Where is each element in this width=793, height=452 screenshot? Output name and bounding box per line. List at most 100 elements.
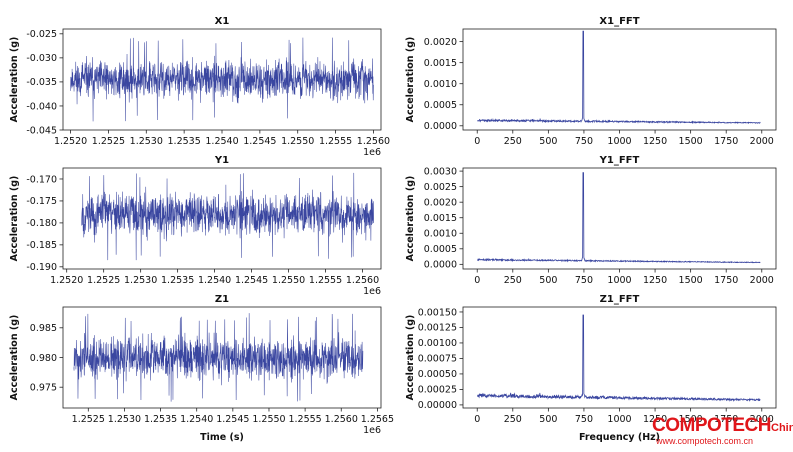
x-tick-label: 1.2545: [216, 414, 249, 425]
y-tick-label: 0.00100: [418, 338, 457, 349]
subplot-x1: 1.2520 1.2525 1.2530 1.2535 1.2540 1.2545 1.25…: [9, 16, 390, 158]
y-tick-label: 0.00050: [418, 369, 457, 380]
y-tick-label: -0.025: [26, 29, 57, 40]
x-tick-label: 2000: [750, 136, 774, 147]
chart-title: Y1_FFT: [599, 155, 640, 166]
chart-title: Y1: [214, 155, 229, 166]
x-tick-label: 1.2520: [50, 275, 83, 286]
subplot-y1-fft: 0 250 500 750 1000 1250 1500 1750 2000 0.0000 0.00…: [405, 155, 777, 286]
plot-frame: [462, 28, 777, 131]
subplot-y1: 1.2520 1.2525 1.2530 1.2535 1.2540 1.2545 1.25…: [9, 155, 382, 297]
x-tick-label: 1000: [607, 136, 631, 147]
y-tick-label: -0.030: [26, 53, 57, 64]
y-tick-label: 0.0010: [424, 229, 457, 240]
y-tick-label: 0.00000: [418, 400, 457, 411]
series-line: [476, 314, 761, 402]
x-tick-label: 1.2565: [361, 414, 394, 425]
x-tick-label: 250: [504, 136, 522, 147]
series-line: [477, 172, 761, 264]
axis-offset-text: 1e6: [363, 425, 381, 436]
plot-frame: [462, 306, 777, 409]
series-line: [81, 172, 374, 261]
plot-frame: [62, 167, 382, 270]
x-tick-label: 2000: [750, 414, 774, 425]
y-tick-label: 0.00025: [418, 385, 457, 396]
x-axis-label: Frequency (Hz): [579, 432, 660, 443]
y-tick-label: 0.0020: [424, 197, 457, 208]
x-tick-label: 1.2550: [272, 275, 305, 286]
y-tick-label: 0.0020: [424, 37, 457, 48]
x-tick-label: 0: [474, 275, 480, 286]
y-axis-label: Acceleration (g): [9, 315, 20, 401]
x-tick-label: 1.2545: [235, 275, 268, 286]
x-tick-label: 0: [474, 136, 480, 147]
series-line: [477, 30, 761, 125]
x-tick-label: 1750: [714, 136, 738, 147]
y-tick-label: 0.0000: [424, 121, 457, 132]
watermark-logo: COMPOTECHChina: [652, 415, 793, 436]
x-tick-label: 750: [575, 275, 593, 286]
x-tick-label: 1.2555: [309, 275, 342, 286]
x-tick-label: 1.2530: [130, 136, 163, 147]
x-tick-label: 1.2535: [161, 275, 194, 286]
y-axis-label: Acceleration (g): [405, 315, 416, 401]
y-tick-label: 0.975: [30, 383, 57, 394]
x-tick-label: 1.2540: [198, 275, 231, 286]
chart-title: X1: [215, 16, 230, 27]
x-tick-label: 1.2555: [319, 136, 352, 147]
y-tick-label: 0.0015: [424, 213, 457, 224]
subplot-z1: 1.2525 1.2530 1.2535 1.2540 1.2545 1.2550 1.25…: [9, 294, 394, 443]
y-tick-label: -0.180: [26, 218, 57, 229]
x-tick-label: 1.2550: [281, 136, 314, 147]
y-tick-label: 0.0010: [424, 79, 457, 90]
x-tick-label: 1.2525: [92, 136, 125, 147]
x-tick-label: 1250: [643, 414, 667, 425]
x-tick-label: 1500: [679, 275, 703, 286]
x-tick-label: 1.2525: [72, 414, 105, 425]
y-tick-label: -0.035: [26, 77, 57, 88]
x-tick-label: 1.2535: [168, 136, 201, 147]
y-tick-label: -0.185: [26, 240, 57, 251]
x-tick-label: 1500: [679, 414, 703, 425]
x-tick-label: 2000: [750, 275, 774, 286]
chart-title: Z1_FFT: [600, 294, 640, 305]
x-tick-label: 1000: [607, 414, 631, 425]
x-tick-label: 1.2560: [346, 275, 379, 286]
x-tick-label: 1750: [714, 275, 738, 286]
y-tick-label: -0.040: [26, 101, 57, 112]
y-tick-label: -0.175: [26, 196, 57, 207]
x-tick-label: 1.2520: [54, 136, 87, 147]
x-tick-label: 1.2555: [288, 414, 321, 425]
x-tick-label: 1.2550: [252, 414, 285, 425]
axis-offset-text: 1e6: [363, 147, 381, 158]
x-tick-label: 1.2545: [243, 136, 276, 147]
y-tick-label: -0.170: [26, 174, 57, 185]
y-tick-label: 0.0030: [424, 166, 457, 177]
x-tick-label: 0: [474, 414, 480, 425]
series-line: [73, 313, 364, 402]
x-tick-label: 1250: [643, 275, 667, 286]
axis-offset-text: 1e6: [363, 286, 381, 297]
x-tick-label: 1.2540: [180, 414, 213, 425]
y-tick-label: 0.00075: [418, 354, 457, 365]
x-tick-label: 500: [539, 414, 557, 425]
x-tick-label: 1.2560: [325, 414, 358, 425]
y-axis-label: Acceleration (g): [9, 176, 20, 262]
subplot-z1-fft: 0 250 500 750 1000 1250 1500 1750 2000 0.00000 0.0…: [405, 294, 777, 443]
chart-title: X1_FFT: [599, 16, 639, 27]
y-tick-label: 0.0005: [424, 244, 457, 255]
x-tick-label: 500: [539, 136, 557, 147]
x-axis-label: Time (s): [200, 432, 244, 443]
y-tick-label: 0.0005: [424, 100, 457, 111]
y-tick-label: 0.980: [30, 353, 57, 364]
chart-title: Z1: [215, 294, 229, 305]
y-tick-label: 0.00125: [418, 323, 457, 334]
x-tick-label: 1250: [643, 136, 667, 147]
x-tick-label: 500: [539, 275, 557, 286]
x-tick-label: 750: [575, 136, 593, 147]
y-tick-label: -0.190: [26, 262, 57, 273]
y-tick-label: 0.0025: [424, 182, 457, 193]
x-tick-label: 250: [504, 414, 522, 425]
y-tick-label: 0.0015: [424, 58, 457, 69]
